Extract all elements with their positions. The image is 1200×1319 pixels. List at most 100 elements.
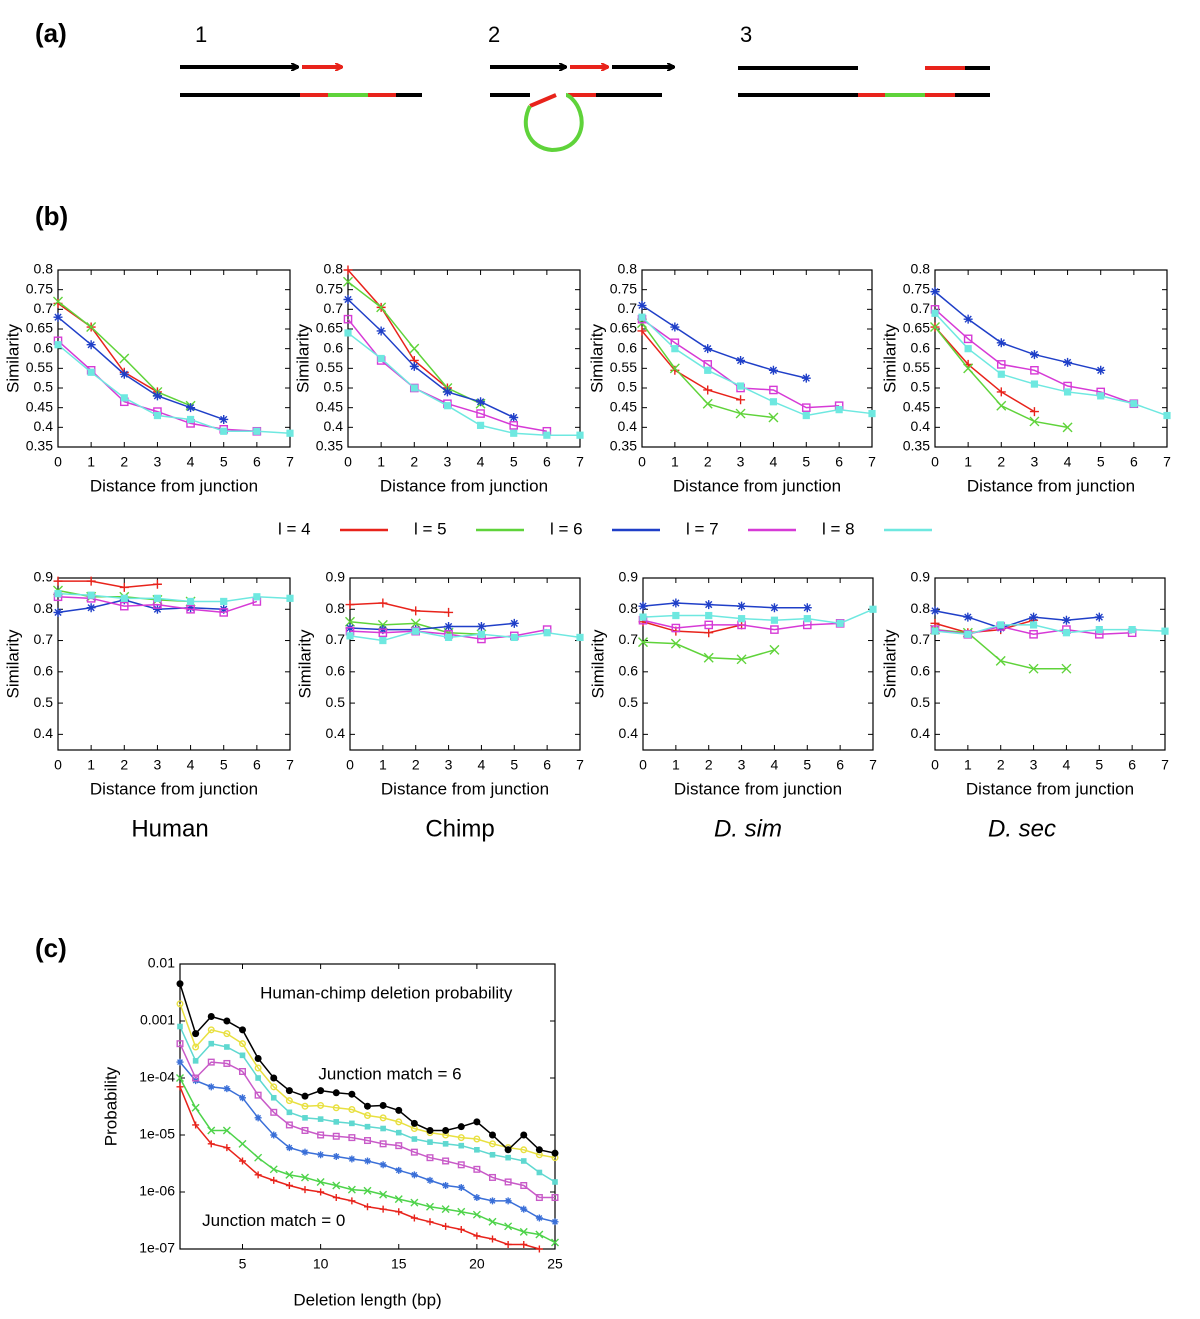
data-point <box>286 594 294 602</box>
y-tick-label: 0.6 <box>34 339 54 355</box>
y-axis-label: Similarity <box>880 629 899 698</box>
data-point <box>191 1103 200 1112</box>
marker-shape <box>704 366 712 374</box>
marker-shape <box>207 1140 215 1148</box>
marker-shape <box>120 594 128 602</box>
series-line <box>642 619 841 631</box>
marker-shape <box>735 408 746 419</box>
marker-shape <box>239 1040 246 1048</box>
marker-shape <box>377 619 388 630</box>
x-tick-label: 5 <box>220 757 228 773</box>
data-point <box>489 1131 496 1139</box>
y-tick-label: 0.9 <box>326 569 346 585</box>
data-point <box>152 391 162 401</box>
marker-shape <box>254 1091 262 1099</box>
marker-shape <box>176 980 184 988</box>
marker-shape <box>395 1142 403 1150</box>
marker-shape <box>239 1094 246 1102</box>
x-tick-label: 3 <box>154 454 162 470</box>
marker-shape <box>343 295 353 304</box>
marker-shape <box>410 1214 418 1222</box>
marker-shape <box>411 606 421 616</box>
marker-shape <box>963 334 973 344</box>
y-tick-label: 0.5 <box>324 379 344 395</box>
y-tick-label: 0.01 <box>148 955 175 971</box>
data-point <box>410 1198 419 1207</box>
data-point <box>254 1091 262 1099</box>
data-point <box>996 360 1006 369</box>
marker-shape <box>332 1152 340 1160</box>
y-tick-label: 0.45 <box>316 398 343 414</box>
x-tick-label: 6 <box>543 454 551 470</box>
marker-shape <box>637 326 647 336</box>
marker-shape <box>996 338 1006 348</box>
data-point <box>379 1190 388 1199</box>
y-tick-label: 0.4 <box>911 725 931 741</box>
marker-shape <box>510 633 518 642</box>
y-tick-label: 0.7 <box>34 300 54 316</box>
data-point <box>411 1136 418 1142</box>
data-point <box>239 1157 246 1165</box>
x-tick-label: 2 <box>997 757 1005 773</box>
data-point <box>996 338 1006 348</box>
data-point <box>669 363 680 374</box>
marker-shape <box>704 600 714 610</box>
data-point <box>768 412 779 423</box>
marker-shape <box>332 1181 341 1190</box>
x-tick-label: 2 <box>997 454 1005 470</box>
y-tick-label: 0.55 <box>903 359 930 375</box>
marker-shape <box>219 414 229 424</box>
marker-shape <box>520 1205 528 1213</box>
data-point <box>930 287 940 297</box>
data-point <box>1028 663 1039 674</box>
y-tick-label: 0.5 <box>911 379 931 395</box>
data-point <box>520 1131 528 1139</box>
marker-shape <box>379 1161 387 1169</box>
y-tick-label: 0.8 <box>619 600 639 616</box>
marker-shape <box>176 1040 184 1048</box>
data-point <box>302 1115 308 1121</box>
data-point <box>176 1000 184 1008</box>
data-point <box>551 1194 559 1202</box>
x-tick-label: 6 <box>253 757 261 773</box>
marker-shape <box>207 1012 215 1020</box>
marker-shape <box>996 387 1006 397</box>
marker-shape <box>119 601 129 611</box>
x-tick-label: 3 <box>1030 757 1038 773</box>
marker-shape <box>343 265 353 275</box>
data-point <box>270 1108 278 1116</box>
data-point <box>576 431 584 439</box>
marker-shape <box>286 594 294 602</box>
marker-shape <box>520 1240 528 1248</box>
marker-shape <box>254 1114 262 1122</box>
data-point <box>239 1026 246 1034</box>
marker-shape <box>638 637 648 648</box>
x-tick-label: 1 <box>964 454 972 470</box>
data-point <box>177 1023 183 1030</box>
x-tick-label: 5 <box>510 454 518 470</box>
series-line <box>349 630 581 642</box>
data-point <box>286 429 294 437</box>
marker-shape <box>1130 400 1138 408</box>
marker-shape <box>551 1149 559 1157</box>
y-tick-label: 0.65 <box>26 320 53 336</box>
data-point <box>301 1102 309 1110</box>
data-point <box>672 611 680 620</box>
data-point <box>192 1058 199 1064</box>
data-point <box>186 603 196 613</box>
y-tick-label: 0.7 <box>911 631 931 647</box>
data-point <box>223 1085 231 1093</box>
data-point <box>510 429 518 437</box>
marker-shape <box>1161 627 1169 635</box>
step-label: 2 <box>488 22 500 47</box>
data-point <box>551 1218 559 1226</box>
data-point <box>270 1094 277 1101</box>
marker-shape <box>208 1040 215 1047</box>
data-point <box>344 329 352 337</box>
data-point <box>346 632 354 640</box>
marker-shape <box>1029 416 1040 427</box>
marker-shape <box>348 1106 356 1114</box>
y-tick-label: 0.65 <box>903 320 930 336</box>
data-point <box>379 1161 387 1169</box>
marker-shape <box>86 603 96 613</box>
